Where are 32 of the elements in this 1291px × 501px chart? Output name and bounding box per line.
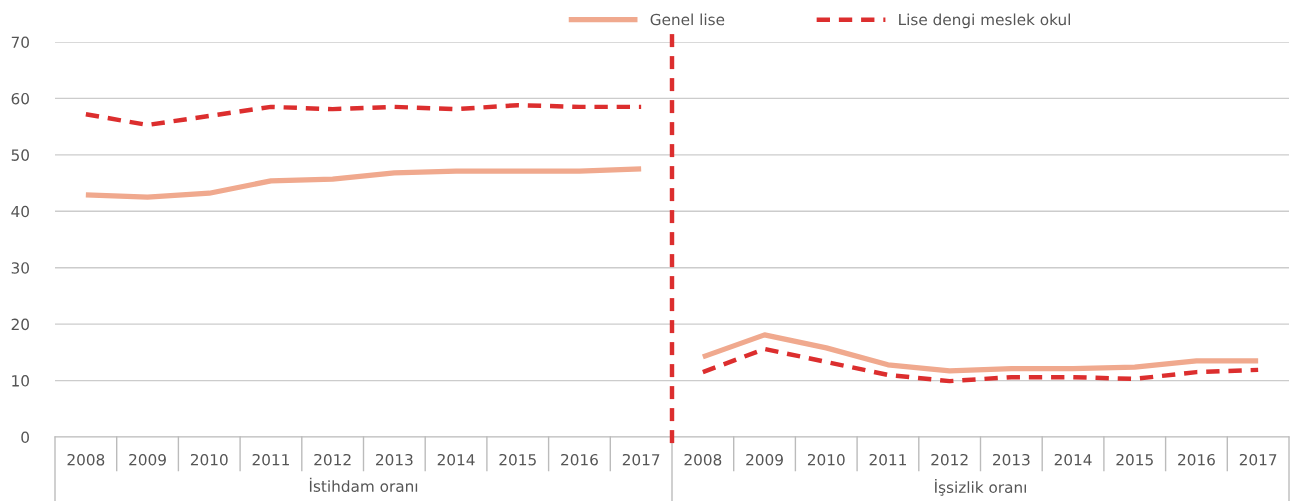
y-tick-label: 20 [11,318,29,331]
text: İstihdam oranı [309,477,418,492]
legend-label: Genel lise [650,13,725,26]
x-tick-label: 2010 [190,453,228,466]
x-tick-label: 2012 [314,453,351,466]
x-tick-label: 2013 [376,453,413,466]
x-tick-label: 2017 [1239,453,1277,466]
x-tick-label: 2016 [1178,453,1215,466]
legend-label: Lise dengi meslek okul [899,13,1070,29]
x-tick-label: 2009 [129,453,166,466]
x-tick-label: 2011 [252,453,289,466]
text: İşsizlik oranı [935,478,1026,496]
y-tick-label: 40 [11,205,29,218]
x-tick-label: 2014 [1054,453,1092,466]
y-tick-label: 10 [12,375,29,387]
x-tick-label: 2012 [931,453,968,466]
x-tick-label: 2008 [684,453,722,466]
x-tick-label: 2013 [993,453,1030,466]
x-tick-label: 2010 [807,453,845,466]
y-tick-label: 60 [11,92,29,105]
y-tick-label: 70 [11,36,29,49]
y-tick-label: 0 [21,431,29,444]
x-tick-label: 2009 [746,453,783,466]
y-tick-label: 30 [11,262,29,274]
x-tick-label: 2016 [561,453,598,466]
x-tick-label: 2017 [622,453,660,466]
x-tick-label: 2015 [1116,453,1153,466]
y-tick-label: 50 [11,149,29,161]
x-tick-label: 2008 [67,453,105,466]
x-tick-label: 2015 [499,453,536,466]
x-tick-label: 2014 [437,453,475,466]
x-tick-label: 2011 [869,453,906,466]
